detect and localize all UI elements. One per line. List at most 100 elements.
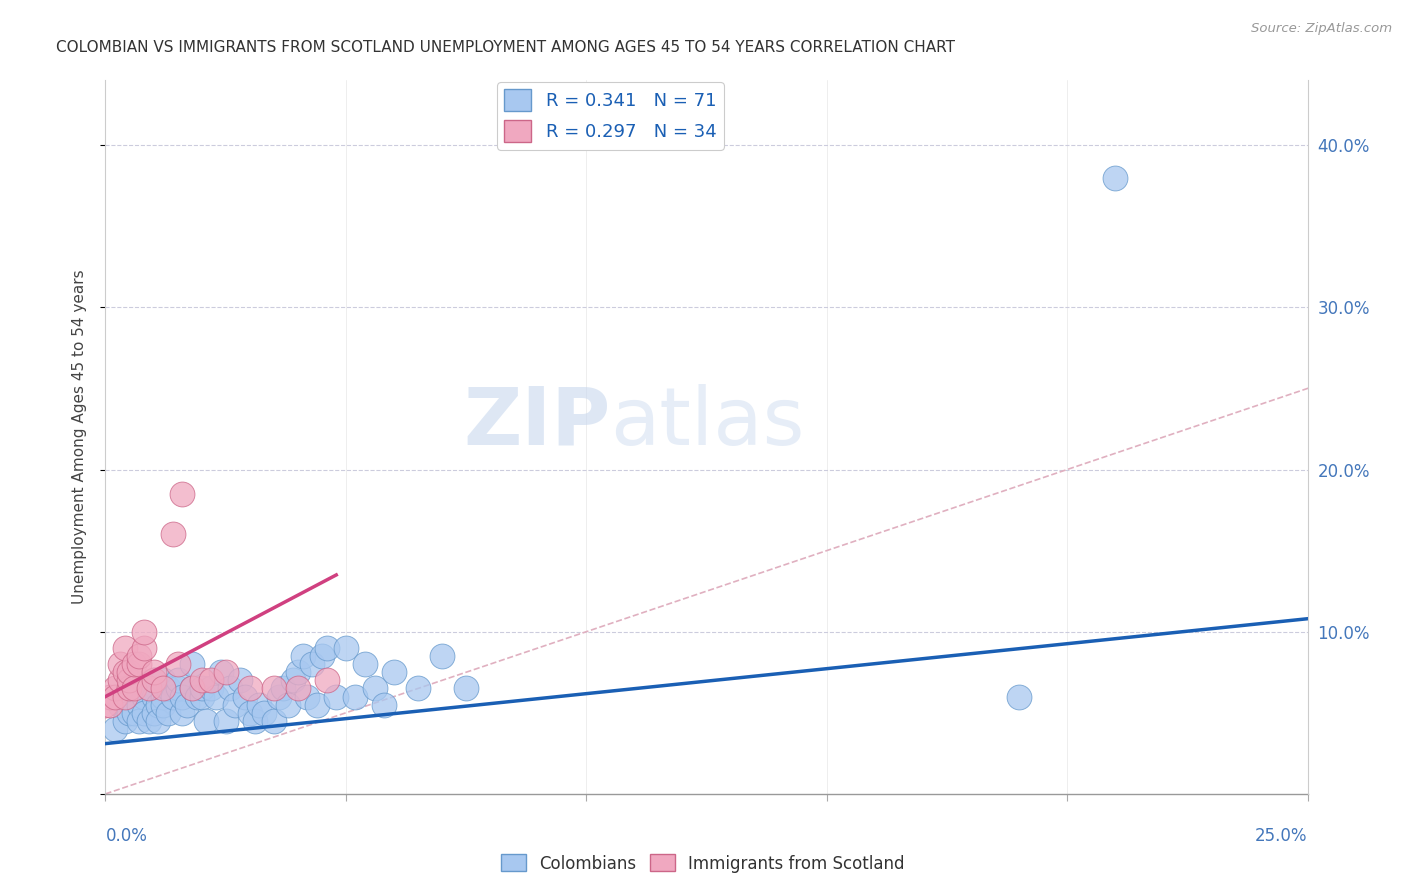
Point [305,698,328,712]
Legend: R = 0.341   N = 71, R = 0.297   N = 34: R = 0.341 N = 71, R = 0.297 N = 34 [496,82,724,150]
Point [172,690,194,704]
Point [118,673,141,688]
Point [181,681,204,696]
Point [148,714,170,728]
Point [243,714,266,728]
Point [195,714,218,728]
Point [138,681,160,696]
Point [277,698,299,712]
Point [152,690,174,704]
Point [297,690,319,704]
Point [263,681,285,696]
Point [128,698,150,712]
Point [176,698,198,712]
Point [200,681,222,696]
Point [132,690,155,704]
Text: 0.0%: 0.0% [105,827,148,845]
Point [142,665,165,680]
Point [239,681,262,696]
Point [190,673,212,688]
Point [219,681,242,696]
Point [166,657,188,672]
Point [315,673,337,688]
Point [118,690,141,704]
Y-axis label: Unemployment Among Ages 45 to 54 years: Unemployment Among Ages 45 to 54 years [72,269,87,605]
Text: COLOMBIAN VS IMMIGRANTS FROM SCOTLAND UNEMPLOYMENT AMONG AGES 45 TO 54 YEARS COR: COLOMBIAN VS IMMIGRANTS FROM SCOTLAND UN… [56,40,955,55]
Point [118,665,141,680]
Point [142,673,165,688]
Point [128,657,150,672]
Point [263,714,285,728]
Point [335,640,357,655]
Point [152,673,174,688]
Point [406,681,429,696]
Point [166,673,188,688]
Point [124,706,146,720]
Point [108,698,131,712]
Point [186,690,208,704]
Point [301,657,323,672]
Point [148,698,170,712]
Point [190,690,212,704]
Point [108,673,131,688]
Point [142,706,165,720]
Point [239,706,262,720]
Point [156,706,179,720]
Point [162,690,184,704]
Point [214,714,236,728]
Point [373,698,395,712]
Point [205,690,228,704]
Point [247,698,270,712]
Point [172,706,194,720]
Point [114,665,136,680]
Point [209,665,232,680]
Point [142,673,165,688]
Point [132,624,155,639]
Text: atlas: atlas [610,384,804,462]
Point [214,665,236,680]
Point [281,673,304,688]
Point [1104,170,1126,185]
Point [454,681,477,696]
Point [138,714,160,728]
Point [291,648,314,663]
Point [152,698,174,712]
Point [325,690,347,704]
Point [364,681,387,696]
Point [162,527,184,541]
Point [124,681,146,696]
Point [152,681,174,696]
Point [114,640,136,655]
Point [233,690,256,704]
Point [104,690,127,704]
Point [267,690,290,704]
Point [166,681,188,696]
Point [108,657,131,672]
Point [104,681,127,696]
Point [138,681,160,696]
Point [118,681,141,696]
Point [128,714,150,728]
Point [253,706,276,720]
Point [382,665,405,680]
Point [181,657,204,672]
Point [124,681,146,696]
Point [128,648,150,663]
Point [132,706,155,720]
Text: 25.0%: 25.0% [1256,827,1308,845]
Point [114,690,136,704]
Point [94,698,117,712]
Point [354,657,377,672]
Point [273,681,295,696]
Point [114,714,136,728]
Point [344,690,367,704]
Text: Source: ZipAtlas.com: Source: ZipAtlas.com [1251,22,1392,36]
Point [98,690,121,704]
Point [124,657,146,672]
Legend: Colombians, Immigrants from Scotland: Colombians, Immigrants from Scotland [495,847,911,880]
Point [287,665,309,680]
Point [1008,690,1031,704]
Point [104,722,127,736]
Point [430,648,453,663]
Point [200,673,222,688]
